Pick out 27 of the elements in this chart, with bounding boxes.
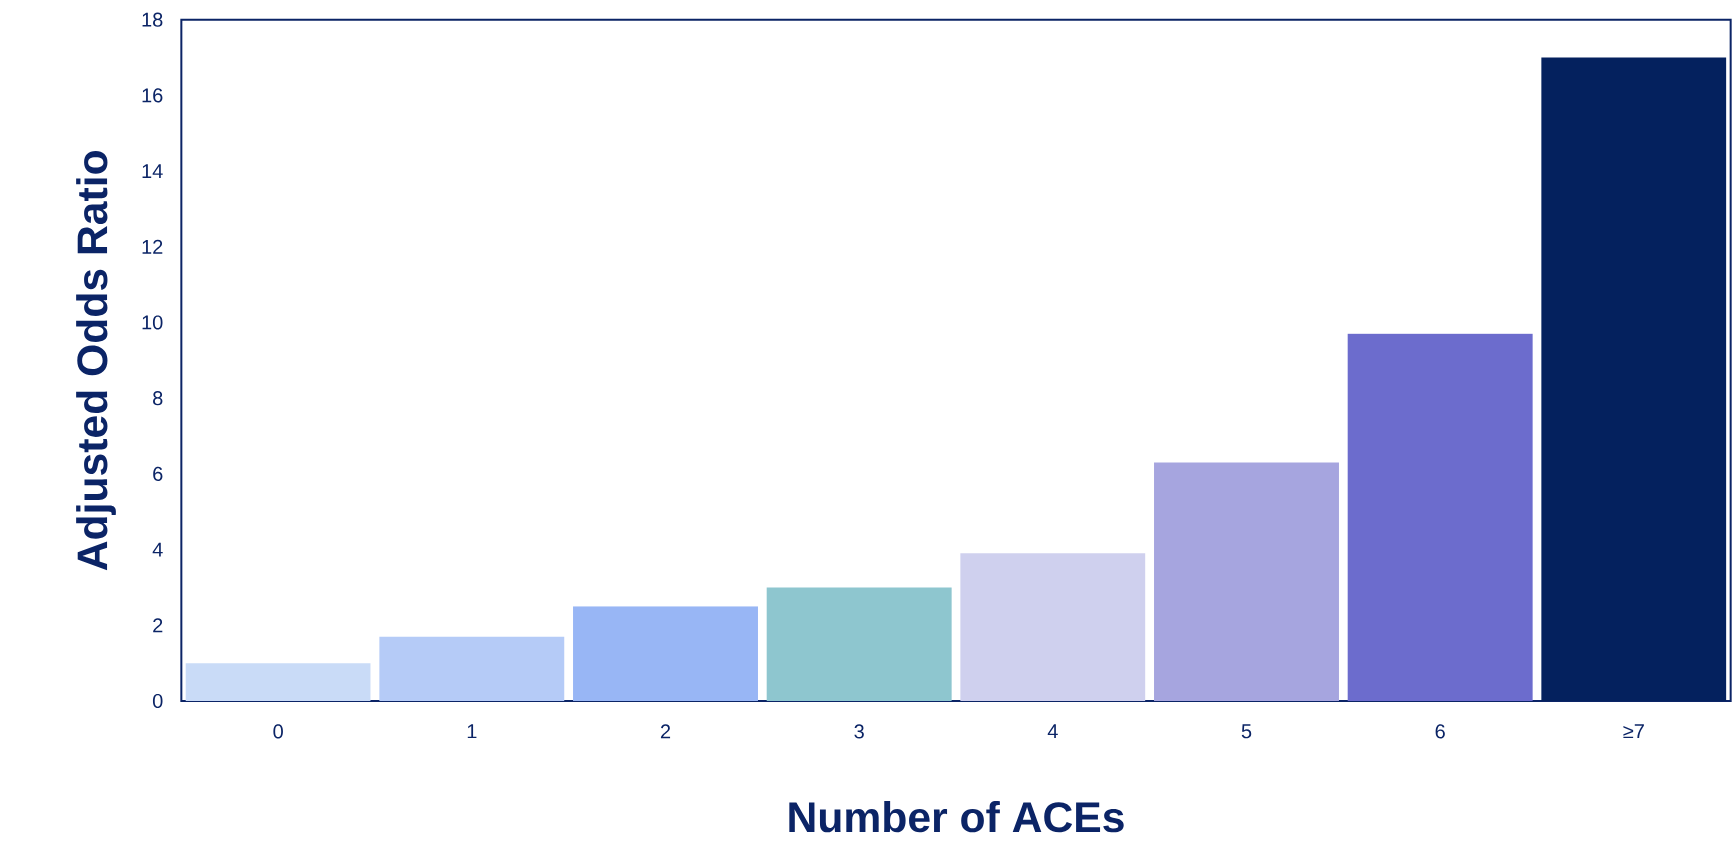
- y-tick-label: 0: [152, 693, 163, 709]
- y-tick-label: 6: [153, 466, 163, 481]
- x-tick-label: ≥7: [1623, 724, 1644, 739]
- y-tick-label: 4: [152, 542, 163, 557]
- y-tick-label: 12: [142, 239, 163, 254]
- x-axis-title: Number of ACEs: [789, 801, 1124, 833]
- y-tick-label: 2: [153, 618, 163, 633]
- bar: [1154, 462, 1339, 701]
- x-tick-label: 4: [1047, 724, 1058, 739]
- y-tick-label: 10: [142, 315, 163, 330]
- bar: [766, 587, 952, 701]
- y-tick-label: 18: [142, 12, 163, 27]
- x-tick-label: 6: [1435, 724, 1445, 739]
- x-tick-label: 1: [467, 724, 477, 739]
- y-tick-label: 16: [142, 88, 163, 103]
- bar: [379, 636, 565, 701]
- y-axis-title: Adjusted Odds Ratio: [76, 151, 116, 571]
- x-tick-label: 0: [273, 724, 283, 739]
- x-tick-label: 3: [854, 724, 864, 739]
- bar: [573, 606, 758, 701]
- y-tick-label: 8: [153, 391, 163, 406]
- bar: [185, 663, 371, 701]
- bar: [960, 553, 1146, 701]
- y-tick-label: 14: [142, 164, 163, 178]
- x-tick-label: 5: [1241, 724, 1252, 739]
- bar: [1347, 333, 1533, 701]
- x-tick-label: 2: [660, 724, 671, 739]
